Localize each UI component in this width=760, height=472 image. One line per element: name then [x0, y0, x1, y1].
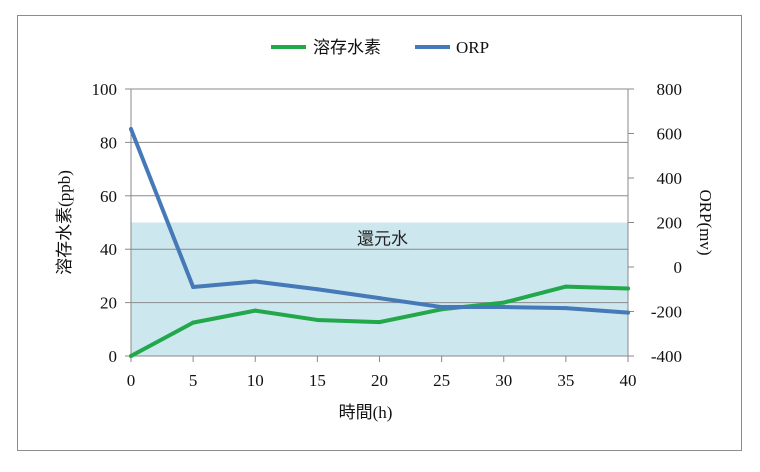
gridlines	[131, 88, 628, 357]
x-tick-label: 10	[247, 371, 264, 390]
series-layer	[129, 127, 630, 358]
x-tick-label: 40	[620, 371, 637, 390]
x-tick-label: 15	[309, 371, 326, 390]
x-axis-title: 時間(h)	[339, 403, 393, 422]
y-axis-title: 溶存水素(ppb)	[55, 170, 74, 275]
x-tick-label: 20	[371, 371, 388, 390]
data-point-orp	[191, 285, 196, 290]
x-tick-label: 35	[557, 371, 574, 390]
data-point-dissolved-hydrogen	[253, 308, 258, 313]
data-point-dissolved-hydrogen	[626, 286, 630, 291]
y2-tick-label: 0	[674, 258, 683, 277]
x-tick-label: 30	[495, 371, 512, 390]
legend-label-dissolved-hydrogen: 溶存水素	[313, 38, 381, 57]
legend-label-orp: ORP	[456, 38, 489, 57]
data-point-dissolved-hydrogen	[315, 317, 320, 322]
y2-tick-label: 200	[657, 214, 683, 233]
data-point-orp	[129, 127, 133, 132]
legend: 溶存水素 ORP	[271, 38, 489, 57]
x-tick-label: 25	[433, 371, 450, 390]
y-tick-label: 0	[109, 347, 118, 366]
data-point-dissolved-hydrogen	[563, 284, 568, 289]
y2-tick-label: 800	[657, 80, 683, 99]
tick-labels: 0 20 40 60 80 100 -400 -200 0 200 400 600 800 0 5 10 15 2…	[92, 80, 683, 390]
data-point-dissolved-hydrogen	[191, 320, 196, 325]
data-point-orp	[626, 310, 630, 315]
y-tick-label: 80	[100, 133, 117, 152]
data-point-orp	[315, 287, 320, 292]
x-tick-label: 0	[127, 371, 136, 390]
y2-tick-label: -400	[651, 347, 682, 366]
y2-tick-label: -200	[651, 303, 682, 322]
reduced-water-band	[131, 222, 628, 356]
band-label: 還元水	[357, 230, 408, 249]
y-tick-label: 20	[100, 294, 117, 313]
data-point-orp	[253, 279, 258, 284]
data-point-dissolved-hydrogen	[129, 354, 133, 358]
y2-axis-title: ORP(mv)	[696, 189, 715, 255]
data-point-orp	[563, 306, 568, 311]
x-tick-label: 5	[189, 371, 198, 390]
data-point-orp	[377, 296, 382, 301]
data-point-orp	[501, 305, 506, 310]
y-tick-label: 100	[92, 80, 118, 99]
data-point-dissolved-hydrogen	[377, 320, 382, 325]
y2-tick-label: 600	[657, 125, 683, 144]
y-tick-label: 40	[100, 240, 117, 259]
data-point-dissolved-hydrogen	[501, 300, 506, 305]
y-tick-label: 60	[100, 187, 117, 206]
y2-tick-label: 400	[657, 169, 683, 188]
data-point-orp	[439, 305, 444, 310]
